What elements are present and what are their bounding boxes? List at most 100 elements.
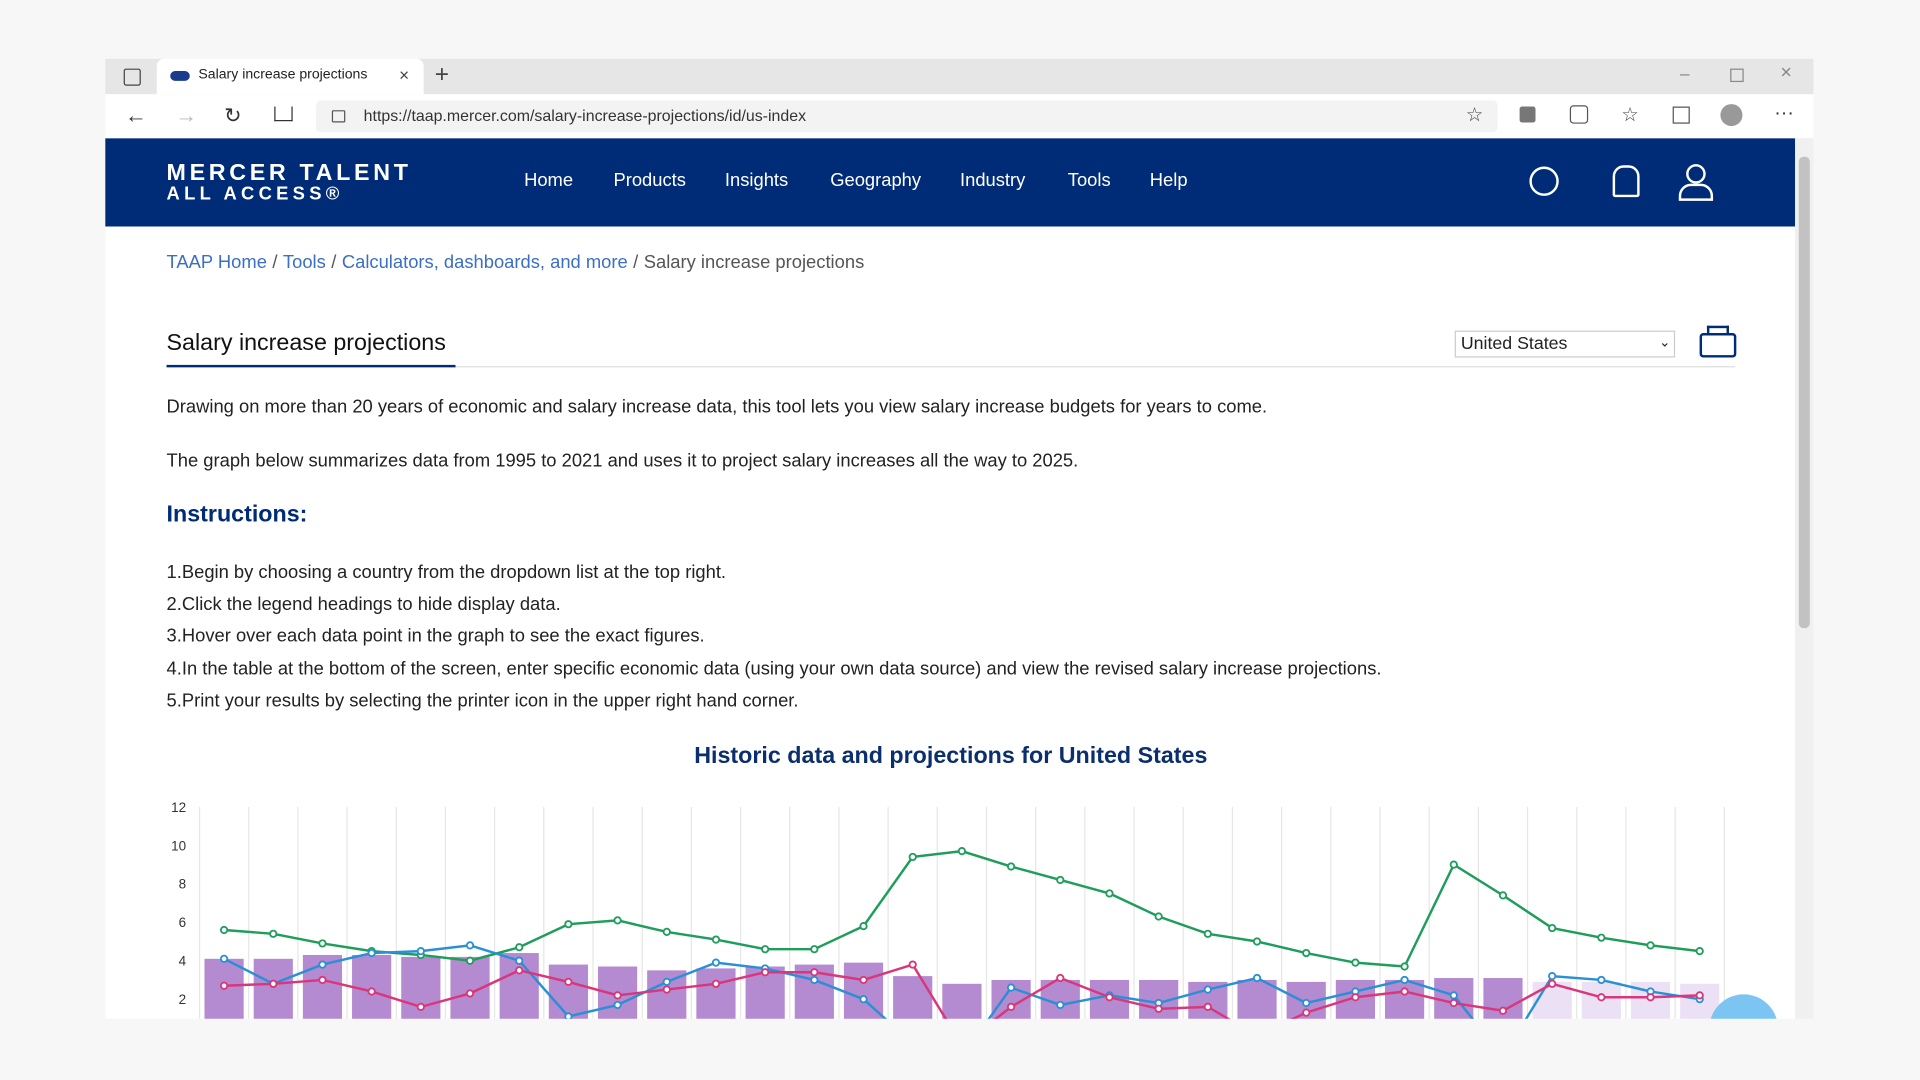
line-point [1254,1033,1260,1039]
line-point [1254,938,1260,944]
line-point [1500,1054,1506,1060]
nav-item[interactable]: Products [613,170,685,191]
line-point [467,942,473,948]
line-point [1598,934,1604,940]
line-point [467,958,473,964]
line-point [910,854,916,860]
y-tick-label: 4 [179,954,187,969]
line-point [1352,994,1358,1000]
plot [200,807,1725,1060]
line-point [221,927,227,933]
line-point [565,921,571,927]
line-point [959,848,965,854]
line-point [368,988,374,994]
line-point [1500,892,1506,898]
line-point [1008,984,1014,990]
line-point [1598,994,1604,1000]
bar [893,976,932,1023]
bar [1483,978,1522,1023]
line-point [565,1013,571,1019]
line-point [467,990,473,996]
line-point [221,983,227,989]
line-point [1155,1006,1161,1012]
line-point [1008,863,1014,869]
line-point [270,931,276,937]
line-point [1205,1004,1211,1010]
line-point [762,946,768,952]
nav-item[interactable]: Geography [830,170,921,191]
line-point [1401,988,1407,994]
line-point [1008,1004,1014,1010]
line-point [1106,994,1112,1000]
line-point [1106,890,1112,896]
nav-item[interactable]: Home [524,170,573,191]
line-point [516,944,522,950]
line-point [614,992,620,998]
line-point [270,981,276,987]
line-point [1697,992,1703,998]
line-point [1352,959,1358,965]
bar [1385,980,1424,1023]
line-point [1401,977,1407,983]
line-point [959,1054,965,1060]
line-point [762,969,768,975]
line-point [1697,948,1703,954]
line-point [516,958,522,964]
line-point [664,979,670,985]
line-point [368,950,374,956]
line-point [565,979,571,985]
line-point [1057,1002,1063,1008]
line-point [1401,963,1407,969]
line-point [811,969,817,975]
line-point [1598,977,1604,983]
bar [204,959,243,1023]
line-point [811,946,817,952]
line-point [516,967,522,973]
line-point [1549,925,1555,931]
line-point [1205,931,1211,937]
line-point [713,936,719,942]
bar [1237,980,1276,1023]
line-point [319,977,325,983]
line-point [910,961,916,967]
line-point [664,986,670,992]
nav-item[interactable]: Tools [1068,170,1111,191]
line-point [418,1004,424,1010]
line-point [1451,1000,1457,1006]
line-point [860,923,866,929]
line-point [1500,1008,1506,1014]
line-point [1303,950,1309,956]
y-tick-label: 6 [179,915,186,930]
line-point [1205,986,1211,992]
chat-button-clip [1709,994,1778,1018]
line-point [1549,981,1555,987]
line-point [860,977,866,983]
line-point [418,948,424,954]
line-point [614,917,620,923]
nav-item[interactable]: Insights [725,170,788,191]
line-point [1549,973,1555,979]
line-point [221,956,227,962]
line-point [811,977,817,983]
line-point [959,1042,965,1048]
line-point [1451,861,1457,867]
y-tick-label: 2 [179,992,186,1007]
bar [1582,982,1621,1023]
line-point [319,961,325,967]
line-point [664,929,670,935]
line-point [1303,1009,1309,1015]
nav-item[interactable]: Help [1150,170,1188,191]
line-point [1647,942,1653,948]
line-point [1647,994,1653,1000]
nav-item[interactable]: Industry [960,170,1025,191]
line-point [1155,913,1161,919]
line-point [614,1002,620,1008]
chat-button[interactable] [1709,994,1778,1018]
line-point [910,1040,916,1046]
bar [696,968,735,1023]
line-point [1451,992,1457,998]
